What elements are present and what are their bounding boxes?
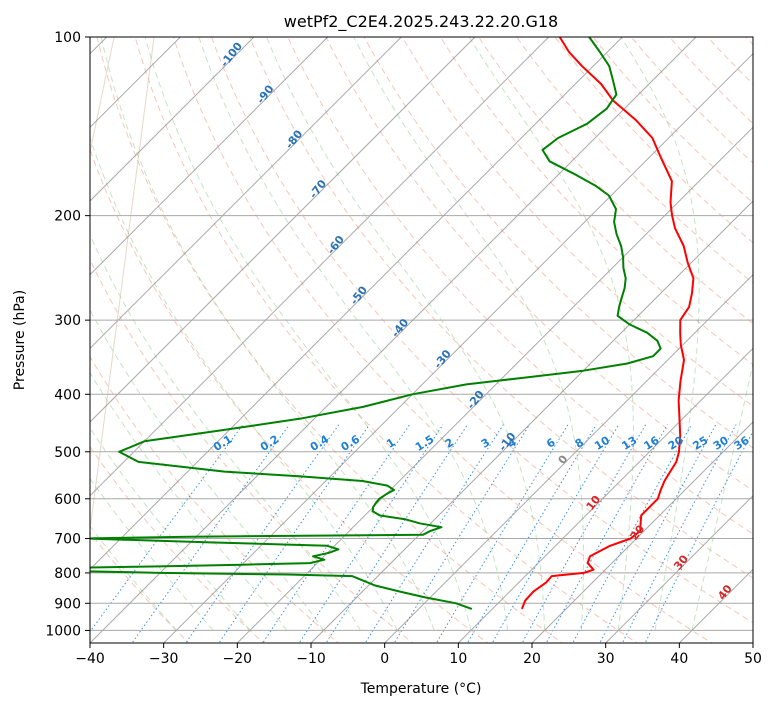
y-tick-label: 400	[54, 387, 81, 403]
mixing-ratio-line	[572, 424, 692, 643]
dry-adiabat-line	[90, 445, 265, 643]
moist-adiabat-line	[90, 136, 398, 631]
x-tick-label: 10	[449, 651, 467, 667]
y-tick-label: 500	[54, 445, 81, 461]
y-tick-label: 200	[54, 209, 81, 225]
mixing-ratio-line	[521, 424, 647, 643]
isotherm-line	[90, 37, 550, 497]
mixing-ratio-line	[325, 424, 468, 643]
moist-adiabat-line	[90, 233, 361, 631]
moist-adiabat-line	[691, 360, 753, 631]
mixing-ratio-line	[621, 424, 737, 643]
dry-adiabat-line	[172, 37, 713, 643]
mixing-ratio-line	[90, 424, 244, 633]
moist-adiabat-line	[144, 37, 472, 631]
x-tick-label: 30	[597, 651, 615, 667]
x-axis-label: Temperature (°C)	[360, 681, 482, 697]
mixing-ratio-line	[298, 424, 444, 643]
dry-adiabat-line	[287, 37, 753, 535]
isotherm-line	[90, 37, 623, 571]
x-tick-label: −30	[149, 651, 179, 667]
x-tick-label: −10	[296, 651, 326, 667]
dry-adiabat-line	[90, 148, 489, 643]
isotherm-line	[457, 347, 753, 643]
dry-adiabat-line	[134, 37, 638, 643]
mixing-ratio-line	[435, 424, 569, 643]
dry-adiabat-line	[90, 258, 414, 643]
dry-adiabat-line	[363, 37, 753, 449]
isotherm-line	[384, 273, 753, 643]
reference-curve-line	[90, 37, 155, 534]
mixing-ratio-line	[545, 424, 668, 643]
moist-adiabat-line	[100, 37, 435, 631]
y-tick-label: 800	[54, 566, 81, 582]
moist-adiabat-line	[266, 37, 546, 631]
y-axis-label: Pressure (hPa)	[12, 290, 28, 390]
x-tick-label: −20	[223, 651, 253, 667]
mixing-ratio-line	[599, 424, 717, 643]
dry-adiabat-line	[96, 37, 564, 643]
y-tick-label: 300	[54, 313, 81, 329]
plot-frame	[89, 36, 754, 644]
isotherm-line	[310, 200, 753, 643]
moist-adiabat-line	[198, 37, 509, 631]
dry-adiabat-line	[592, 37, 753, 204]
y-tick-label: 900	[54, 596, 81, 612]
mixing-ratio-line	[466, 424, 597, 643]
moist-adiabat-line	[353, 37, 584, 631]
isotherm-line	[531, 421, 753, 643]
dewpoint-profile-line	[90, 37, 662, 610]
mixing-ratio-line	[644, 430, 753, 643]
isotherm-line	[236, 126, 753, 643]
isotherm-line	[605, 494, 753, 643]
dry-adiabat-line	[478, 37, 753, 325]
x-tick-label: 40	[670, 651, 688, 667]
y-tick-label: 100	[54, 30, 81, 46]
mixing-ratio-line	[491, 424, 620, 643]
temperature-profile-line	[520, 37, 695, 610]
x-tick-label: 50	[744, 651, 762, 667]
chart-title: wetPf2_C2E4.2025.243.22.20.G18	[284, 12, 558, 32]
x-tick-label: 0	[380, 651, 389, 667]
moist-adiabat-line	[90, 477, 214, 631]
moist-adiabat-line	[90, 427, 251, 631]
y-tick-label: 600	[54, 492, 81, 508]
isotherm-line	[163, 52, 753, 643]
dry-adiabat-line	[630, 37, 753, 164]
moist-adiabat-line	[90, 525, 177, 631]
dry-adiabat-line	[325, 37, 753, 492]
moist-adiabat-line	[90, 371, 288, 631]
x-tick-label: 20	[523, 651, 541, 667]
dry-adiabat-line	[439, 37, 753, 366]
dry-adiabat-line	[249, 37, 753, 579]
reference-curve-line	[90, 37, 115, 155]
x-tick-label: −40	[75, 651, 105, 667]
mixing-ratio-line	[218, 424, 370, 643]
y-tick-label: 1000	[45, 623, 81, 639]
moist-adiabat-line	[468, 37, 634, 631]
isotherm-line	[90, 37, 329, 276]
isotherm-line	[90, 37, 402, 350]
y-tick-label: 700	[54, 532, 81, 548]
isotherm-line	[90, 37, 255, 202]
isotherm-line	[90, 37, 476, 423]
moist-adiabat-line	[620, 37, 700, 631]
dry-adiabat-line	[210, 37, 753, 624]
dry-adiabat-line	[401, 37, 753, 407]
